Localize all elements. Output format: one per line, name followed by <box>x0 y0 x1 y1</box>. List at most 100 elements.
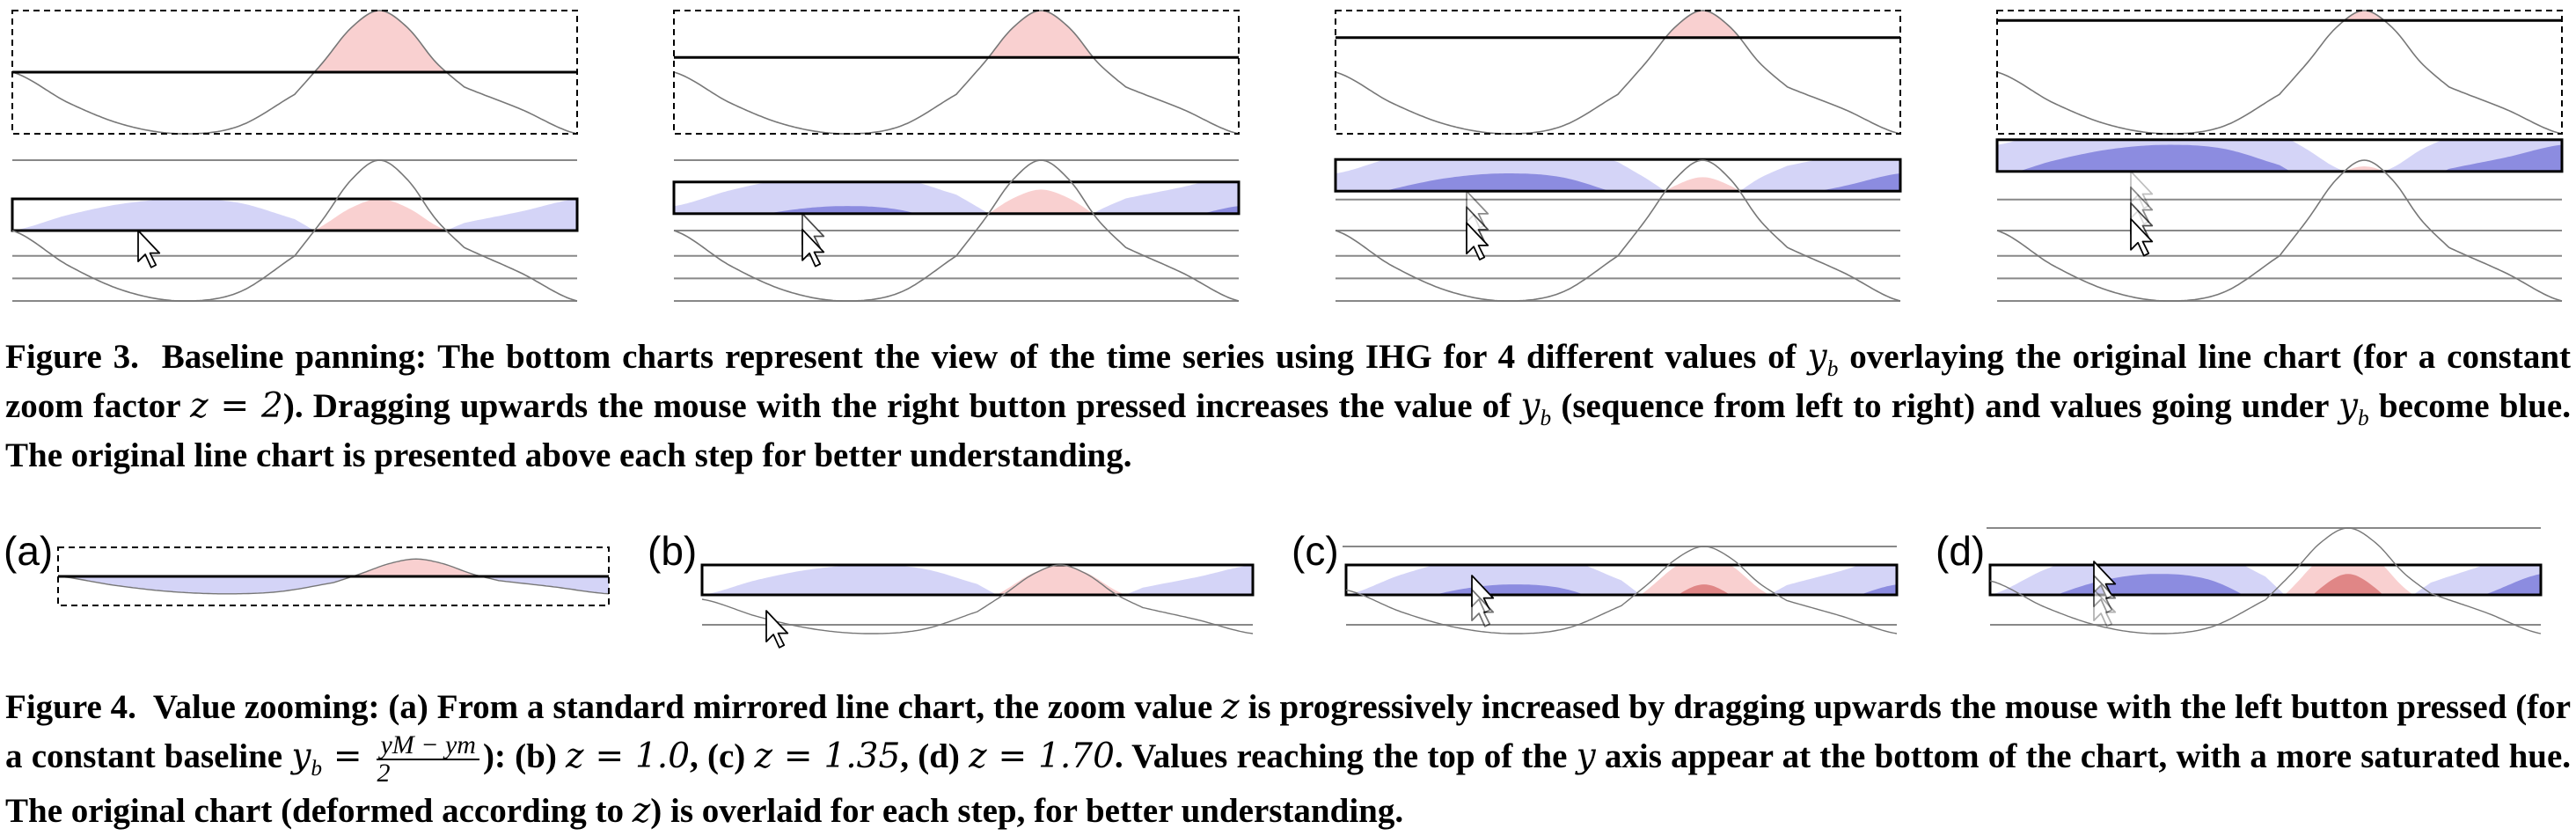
fig3-1-blue-band-1 <box>12 199 577 231</box>
fig3-3-mouse-cursor-icon <box>1466 222 1489 260</box>
fig3-1-mouse-cursor-icon <box>137 230 161 268</box>
part-d-label: (d) <box>918 737 960 775</box>
figure4-text-2: From a standard mirrored line chart, the… <box>428 688 1222 726</box>
fig3-1-horizon <box>11 197 579 232</box>
fig4-b-mouse-cursor-icon <box>765 610 789 649</box>
fig4-c-chart <box>1343 546 1899 634</box>
fig4-d-red-band-1 <box>1990 565 2541 595</box>
fig3-3-above-area <box>1336 11 1900 38</box>
fig3-3-below-area <box>1336 11 1900 38</box>
figure4-text-4: ): <box>482 737 516 775</box>
expr-d: z = 1.70 <box>969 737 1115 776</box>
var-z: z <box>632 791 651 832</box>
fig3-chart-3 <box>1334 10 1902 302</box>
fig3-3-view-window <box>1335 10 1901 135</box>
fig3-2-view-window <box>673 10 1240 135</box>
fig3-4-blue-band-2 <box>1997 144 2562 172</box>
figure3-text-5: become blue. The original line chart is … <box>5 387 2571 474</box>
figure4-caption: Figure 4. Value zooming: (a) From a stan… <box>5 687 2572 832</box>
fig4-d-mouse-cursor-icon <box>2093 575 2117 613</box>
fig3-4-spacer <box>1997 20 2562 134</box>
fig4-c-horizon-frame <box>1344 563 1899 597</box>
fig4-a-above-area <box>58 559 609 576</box>
var-b: b <box>1540 405 1552 430</box>
fig3-1-horizon-frame <box>11 197 579 232</box>
fig3-2-blue-band-2 <box>674 206 1239 214</box>
part-a-label: (a) <box>388 688 428 726</box>
fig3-1-view-window <box>11 10 578 135</box>
fig3-3-original-line <box>1335 10 1901 135</box>
fig3-3-overlay-line <box>1335 159 1901 302</box>
fig4-b-overlay-line <box>701 564 1254 634</box>
figure4-text-6: axis appear at the bottom of the chart, … <box>5 737 2572 831</box>
fig3-1-original-chart <box>11 10 578 135</box>
fig3-4-below-area <box>1997 11 2562 21</box>
fig4-d-horizon <box>1988 563 2543 597</box>
fig4-c-blue-band-1 <box>1346 565 1897 595</box>
fig3-1-overlay-line <box>11 159 578 302</box>
fig4-b-horizon <box>700 563 1255 597</box>
fig3-2-mouse-cursor-icon <box>801 228 825 268</box>
fig4-a-panel-label: (a) <box>4 528 53 574</box>
fig4-c-mouse-cursor-icon <box>1471 589 1495 627</box>
figure3-text-3: ). Dragging upwards the mouse with the r… <box>282 387 1521 425</box>
fig3-1-original-line <box>11 10 578 135</box>
fig3-4-above-area <box>1997 11 2562 21</box>
fig4-a-below-area <box>58 576 609 594</box>
fig3-4-mouse-cursor-icon <box>2130 170 2154 209</box>
fig3-2-above-area <box>674 11 1239 58</box>
var-y: y <box>2338 386 2359 426</box>
var-y: y <box>291 737 311 776</box>
fig4-d-panel-label: (d) <box>1936 528 1985 574</box>
fig4-d-horizon-frame <box>1988 563 2543 597</box>
fig3-2-original-chart <box>673 10 1240 135</box>
baseline-fraction: yM − ym 2 <box>377 732 479 787</box>
zoom-expression: z = 2 <box>190 386 283 426</box>
figure3-text-4: (sequence from left to right) and values… <box>1551 387 2338 425</box>
fig3-chart-2 <box>672 10 1240 302</box>
fig3-2-overlay-line <box>673 159 1240 302</box>
fig3-2-original-line <box>673 10 1240 135</box>
var-b: b <box>311 755 323 781</box>
fig4-chart-d: (d) <box>1936 527 2543 634</box>
fig4-chart-a: (a) <box>4 528 610 606</box>
fig3-4-overlay-line <box>1996 159 2563 302</box>
expr-c: z = 1.35 <box>754 737 901 776</box>
fig3-1-spacer <box>12 72 577 134</box>
fig4-b-chart <box>700 563 1255 649</box>
fig3-1-above-area <box>12 11 577 72</box>
fig3-2-ihg-view <box>672 159 1240 302</box>
figure3-label: Figure 3. <box>5 338 139 376</box>
fig3-4-original-chart <box>1996 10 2563 135</box>
fig3-4-mouse-cursor-icon <box>2130 217 2154 257</box>
fig3-3-ihg-view <box>1334 158 1902 302</box>
fig3-3-horizon-frame <box>1334 158 1902 193</box>
fig4-chart-b: (b) <box>648 528 1255 649</box>
fig4-b-horizon-frame <box>700 563 1255 597</box>
fig4-d-blue-band-2 <box>1990 574 2541 595</box>
fig3-2-spacer <box>674 57 1239 134</box>
fig4-a-view-window <box>57 546 610 606</box>
var-b: b <box>1826 356 1839 381</box>
fig3-chart-4 <box>1995 10 2564 302</box>
expr-b: z = 1.0 <box>566 737 691 776</box>
figure3-text-1: Baseline panning: The bottom charts repr… <box>161 338 1808 376</box>
fig3-3-original-chart <box>1335 10 1901 135</box>
fig3-4-original-line <box>1996 10 2563 135</box>
equals-sign: = <box>322 737 374 776</box>
var-z: z <box>1221 687 1240 727</box>
fig3-1-below-area <box>12 11 577 72</box>
figure4-text-1: Value zooming: <box>152 688 389 726</box>
fig3-4-view-window <box>1996 10 2563 135</box>
var-b: b <box>2358 405 2369 430</box>
var-y: y <box>1807 337 1827 377</box>
figure4-label: Figure 4. <box>5 688 136 726</box>
fraction-numerator: yM − ym <box>377 732 479 761</box>
fig4-b-blue-band-1 <box>702 565 1253 595</box>
fig4-chart-c: (c) <box>1292 528 1899 634</box>
var-y: y <box>1520 386 1540 426</box>
fig4-d-overlay-line <box>1989 527 2542 634</box>
fig4-c-horizon <box>1344 563 1899 597</box>
fraction-denominator: 2 <box>377 759 391 788</box>
fig3-3-blue-band-2 <box>1336 173 1900 192</box>
